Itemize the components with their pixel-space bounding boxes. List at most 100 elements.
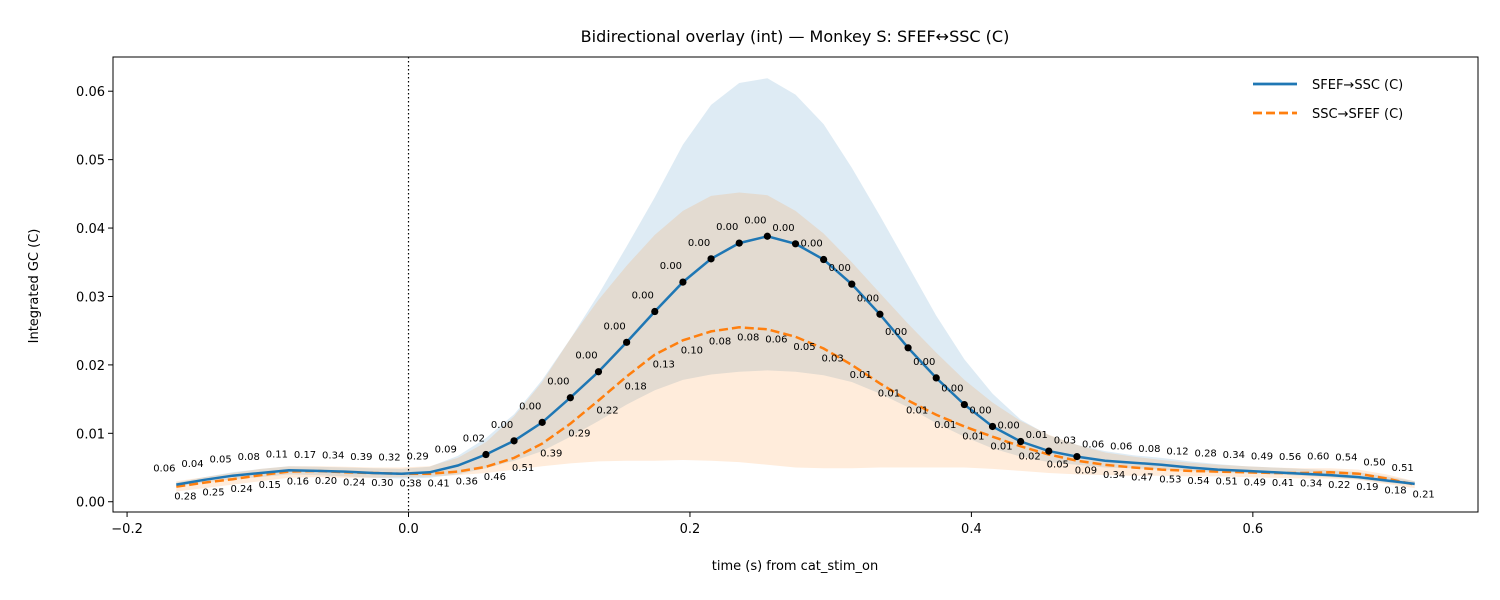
annotation-upper: 0.09 [435,444,457,455]
annotation-upper: 0.00 [913,357,935,368]
y-tick-label: 0.05 [76,154,105,169]
annotation-upper: 0.00 [857,293,879,304]
annotation-upper: 0.00 [716,222,738,233]
x-tick-label: 0.6 [1243,522,1264,537]
annotation-lower: 0.03 [822,353,844,364]
significance-marker [510,437,518,445]
annotation-upper: 0.00 [829,263,851,274]
annotation-upper: 0.50 [1363,457,1385,468]
annotation-upper: 0.06 [1082,440,1104,451]
annotation-upper: 0.06 [1110,442,1132,453]
significance-marker [566,394,574,402]
annotation-upper: 0.60 [1307,451,1329,462]
annotation-lower: 0.01 [878,388,900,399]
annotation-lower: 0.05 [1047,460,1069,471]
significance-marker [1017,437,1025,446]
y-axis-label: Integrated GC (C) [27,229,42,344]
annotation-lower: 0.01 [906,405,928,416]
annotation-lower: 0.54 [1187,476,1209,487]
significance-marker [1045,447,1053,455]
annotation-lower: 0.30 [371,478,393,489]
annotation-lower: 0.15 [259,480,281,491]
annotation-lower: 0.09 [1075,466,1097,477]
annotation-upper: 0.56 [1279,452,1301,463]
annotation-lower: 0.21 [1413,490,1435,501]
significance-marker [679,278,687,286]
annotation-lower: 0.53 [1159,475,1181,486]
significance-marker [707,255,715,263]
y-tick-label: 0.02 [76,359,105,374]
annotation-upper: 0.00 [660,261,682,272]
annotation-upper: 0.00 [575,351,597,362]
annotation-lower: 0.18 [1384,486,1406,497]
annotation-lower: 0.24 [343,477,365,488]
significance-marker [735,239,743,247]
legend-label: SFEF→SSC (C) [1312,78,1403,93]
annotation-lower: 0.06 [765,334,787,345]
annotation-lower: 0.19 [1356,482,1378,493]
x-axis-label: time (s) from cat_stim_on [712,559,879,574]
annotation-upper: 0.00 [941,384,963,395]
annotation-upper: 0.32 [378,453,400,464]
plot-frame [112,56,1479,513]
annotation-lower: 0.01 [850,370,872,381]
annotation-upper: 0.28 [1195,449,1217,460]
annotation-lower: 0.18 [625,382,647,393]
annotation-lower: 0.25 [202,488,224,499]
significance-marker [988,422,997,431]
annotation-upper: 0.00 [688,238,710,249]
annotation-upper: 0.34 [1223,450,1245,461]
annotation-lower: 0.05 [793,342,815,353]
y-tick-label: 0.04 [76,222,105,237]
annotation-upper: 0.01 [1026,430,1048,441]
annotation-upper: 0.00 [772,223,794,234]
annotation-lower: 0.20 [315,476,337,487]
band-sfef-ssc [176,78,1415,487]
significance-marker [904,344,912,352]
annotation-upper: 0.54 [1335,453,1357,464]
annotation-upper: 0.11 [266,449,288,460]
significance-marker [932,374,940,382]
annotation-lower: 0.41 [1272,478,1294,489]
legend: SFEF→SSC (C) SSC→SFEF (C) [1253,78,1403,122]
annotation-upper: 0.00 [969,405,991,416]
x-tick-label: −0.2 [111,522,143,537]
annotation-upper: 0.39 [350,452,372,463]
annotation-upper: 0.00 [632,291,654,302]
annotation-lower: 0.08 [709,336,731,347]
x-tick-label: 0.0 [398,522,419,537]
significance-marker [876,310,884,318]
annotation-lower: 0.01 [990,442,1012,453]
annotation-lower: 0.41 [427,479,449,490]
annotation-lower: 0.49 [1244,477,1266,488]
annotation-lower: 0.38 [399,479,421,490]
annotation-upper: 0.49 [1251,451,1273,462]
annotation-lower: 0.16 [287,477,309,488]
band-ssc-sfef [176,192,1415,492]
annotation-upper: 0.34 [322,451,344,462]
chart-title: Bidirectional overlay (int) — Monkey S: … [581,27,1010,46]
annotation-lower: 0.10 [681,345,703,356]
annotation-lower: 0.02 [1019,451,1041,462]
annotation-lower: 0.01 [962,431,984,442]
annotation-upper: 0.00 [547,377,569,388]
annotation-lower: 0.47 [1131,473,1153,484]
significance-marker [791,240,800,248]
annotation-lower: 0.51 [512,463,534,474]
annotation-upper: 0.08 [1138,444,1160,455]
annotation-lower: 0.13 [653,360,675,371]
annotation-lower: 0.22 [1328,480,1350,491]
y-tick-label: 0.03 [76,290,105,305]
significance-marker [623,338,631,346]
y-tick-label: 0.01 [76,427,105,442]
significance-marker [820,255,828,264]
axes: −0.2 0.0 0.2 0.4 0.6 0.00 0.01 0.02 0.03 0.04 0.05… [76,56,1479,537]
annotation-upper: 0.00 [885,327,907,338]
annotation-upper: 0.29 [406,451,428,462]
annotation-upper: 0.08 [238,452,260,463]
annotation-upper: 0.05 [209,455,231,466]
annotation-upper: 0.51 [1392,463,1414,474]
annotation-upper: 0.17 [294,450,316,461]
annotation-upper: 0.02 [463,434,485,445]
